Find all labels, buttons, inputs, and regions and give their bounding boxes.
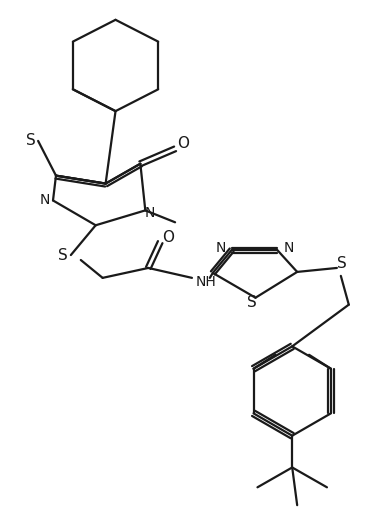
Text: O: O bbox=[177, 136, 189, 151]
Text: O: O bbox=[162, 230, 174, 245]
Text: N: N bbox=[145, 206, 156, 220]
Text: N: N bbox=[283, 241, 294, 255]
Text: S: S bbox=[337, 256, 347, 271]
Text: NH: NH bbox=[196, 275, 217, 289]
Text: N: N bbox=[40, 194, 50, 207]
Text: S: S bbox=[246, 295, 257, 310]
Text: S: S bbox=[26, 134, 36, 148]
Text: S: S bbox=[58, 247, 68, 263]
Text: N: N bbox=[215, 241, 226, 255]
